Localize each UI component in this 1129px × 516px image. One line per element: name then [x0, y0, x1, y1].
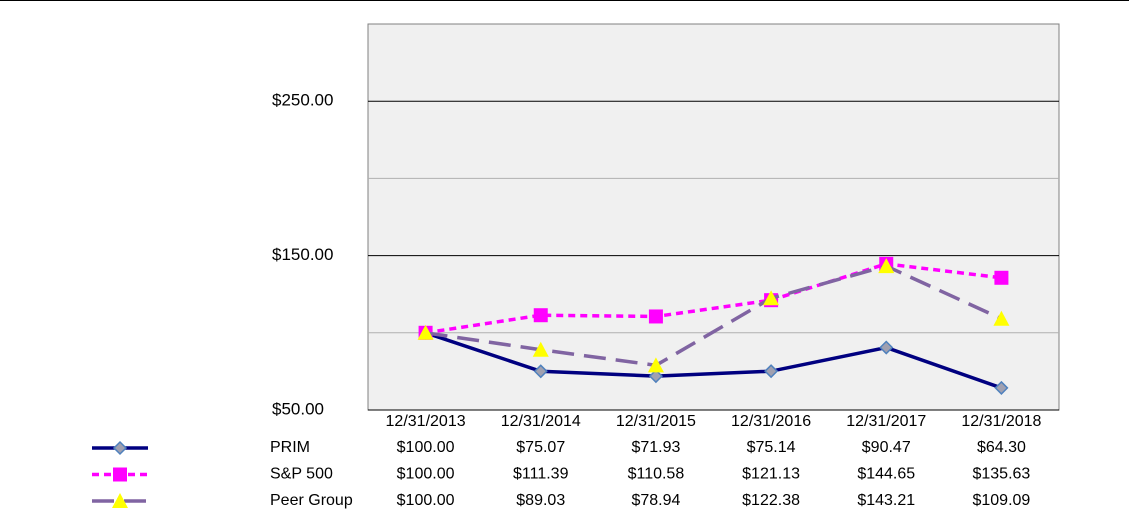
- data-point: [879, 340, 894, 355]
- data-point: [648, 309, 663, 324]
- series-line: [425, 331, 1002, 390]
- table-cell: $75.07: [516, 439, 565, 456]
- table-cell: $111.39: [513, 466, 569, 483]
- table-cell: $144.65: [857, 466, 915, 483]
- series-line: [425, 262, 1002, 335]
- data-point: [994, 380, 1009, 395]
- data-point: [532, 341, 549, 357]
- plot-area: [367, 23, 1060, 411]
- series-line: [425, 264, 1003, 368]
- data-point: [533, 364, 548, 379]
- x-tick-label: 12/31/2016: [731, 413, 811, 430]
- table-cell: $100.00: [397, 492, 455, 509]
- table-cell: $122.38: [742, 492, 800, 509]
- data-point: [417, 324, 434, 340]
- x-tick-label: 12/31/2017: [846, 413, 926, 430]
- table-cell: $71.93: [631, 439, 680, 456]
- data-point: [763, 290, 780, 306]
- data-point: [647, 357, 664, 373]
- x-tick-label: 12/31/2018: [961, 413, 1041, 430]
- table-cell: $109.09: [972, 492, 1030, 509]
- data-point: [993, 310, 1010, 326]
- x-tick-label: 12/31/2015: [616, 413, 696, 430]
- x-tick-label: 12/31/2014: [501, 413, 581, 430]
- data-point: [764, 364, 779, 379]
- table-cell: $78.94: [631, 492, 680, 509]
- table-cell: $143.21: [857, 492, 915, 509]
- legend-label: Peer Group: [270, 492, 353, 509]
- table-cell: $121.13: [742, 466, 800, 483]
- legend-label: S&P 500: [270, 466, 333, 483]
- table-cell: $100.00: [397, 439, 455, 456]
- x-tick-label: 12/31/2013: [386, 413, 466, 430]
- table-cell: $135.63: [972, 466, 1030, 483]
- data-point: [994, 270, 1009, 285]
- legend-label: PRIM: [270, 439, 310, 456]
- legend-marker: [112, 493, 128, 508]
- table-cell: $89.03: [516, 492, 565, 509]
- table-cell: $100.00: [397, 466, 455, 483]
- table-cell: $90.47: [862, 439, 911, 456]
- legend-marker: [112, 440, 128, 456]
- y-tick-label: $150.00: [272, 245, 333, 264]
- data-point: [648, 369, 663, 384]
- data-point: [878, 258, 895, 274]
- legend-marker: [113, 467, 127, 482]
- y-tick-label: $250.00: [272, 91, 333, 110]
- data-point: [533, 308, 548, 323]
- y-tick-label: $50.00: [272, 399, 324, 418]
- table-cell: $110.58: [628, 466, 685, 483]
- table-cell: $75.14: [747, 439, 796, 456]
- table-cell: $64.30: [977, 439, 1026, 456]
